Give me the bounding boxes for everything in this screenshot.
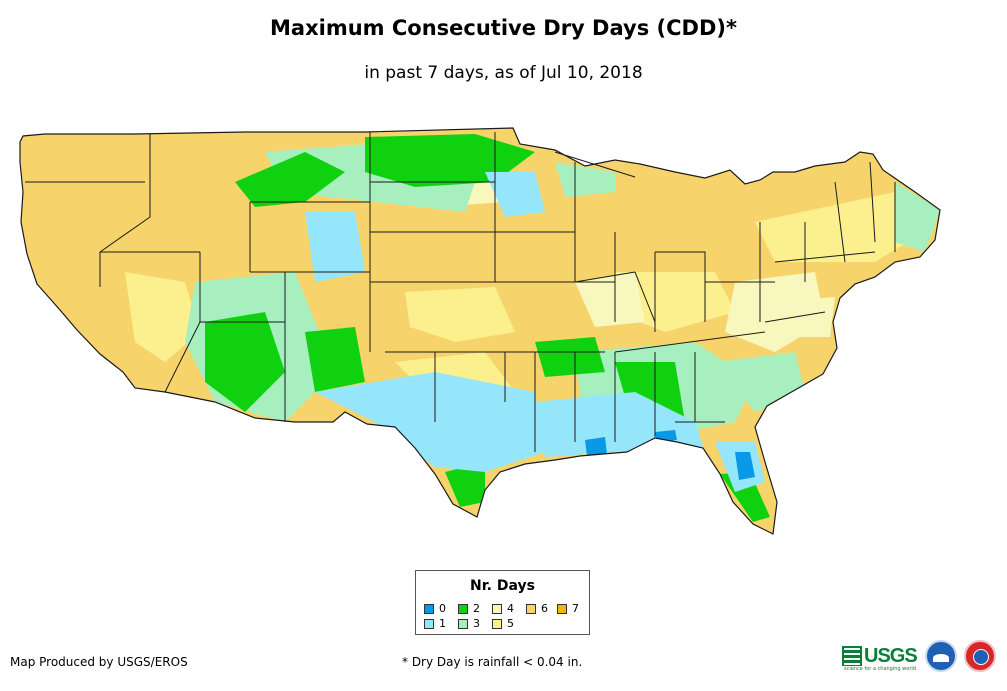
legend-item: 5 [492, 618, 514, 630]
legend-swatch [424, 619, 434, 629]
dry-day-footnote: * Dry Day is rainfall < 0.04 in. [402, 655, 583, 669]
cdd-patch-3-great-lakes [555, 162, 615, 197]
us-outline [19, 127, 941, 535]
map-title: Maximum Consecutive Dry Days (CDD)* [270, 16, 737, 40]
usgs-logo-text: USGS [864, 644, 918, 667]
legend-title: Nr. Days [470, 578, 535, 594]
noaa-logo-icon [925, 640, 957, 672]
cdd-patch-1-colorado [305, 212, 365, 282]
cdd-patch-5-northeast [755, 192, 925, 262]
usgs-logo: USGS [842, 644, 918, 668]
cdd-patch-2-arizona [205, 312, 285, 412]
cdd-patch-2-new-mexico [305, 327, 365, 392]
state-borders-plains [369, 132, 506, 422]
legend-item: 2 [458, 603, 480, 615]
legend-swatch [492, 619, 502, 629]
map-subtitle: in past 7 days, as of Jul 10, 2018 [364, 63, 643, 83]
legend-item: 4 [492, 603, 514, 615]
legend-swatch [458, 604, 468, 614]
cdd-patch-2-mid-south [535, 337, 605, 377]
legend-label: 6 [541, 602, 548, 615]
state-borders-east [705, 161, 896, 323]
legend: Nr. Days 0 1 2 3 4 5 6 7 [415, 570, 590, 635]
cdd-patch-2-montana [235, 152, 345, 207]
cdd-patch-1-texas [315, 372, 545, 472]
legend-label: 7 [572, 602, 579, 615]
legend-item: 3 [458, 618, 480, 630]
cdd-patch-1-minnesota [485, 172, 545, 217]
cdd-patch-4-illinois [575, 272, 645, 327]
legend-swatch [492, 604, 502, 614]
usgs-mark-icon [842, 646, 862, 666]
nws-logo-icon [964, 640, 996, 672]
cdd-patch-5-nevada [125, 272, 200, 362]
cdd-patch-5-kansas [405, 287, 515, 342]
legend-item: 1 [424, 618, 446, 630]
cdd-patch-0-florida [735, 452, 755, 480]
legend-label: 0 [439, 602, 446, 615]
cdd-patch-4-virginia [775, 297, 835, 337]
legend-item: 0 [424, 603, 446, 615]
legend-swatch [526, 604, 536, 614]
usgs-tagline: science for a changing world [844, 666, 916, 672]
legend-label: 4 [507, 602, 514, 615]
state-borders-west [25, 134, 370, 422]
legend-swatch [424, 604, 434, 614]
legend-item: 6 [526, 603, 548, 615]
cdd-patch-3-new-england [895, 182, 940, 252]
cdd-patch-0-louisiana [585, 437, 607, 456]
legend-swatch [557, 604, 567, 614]
us-dry-days-map [19, 127, 941, 535]
state-borders-south [505, 331, 766, 452]
legend-label: 5 [507, 617, 514, 630]
legend-item: 7 [557, 603, 579, 615]
legend-label: 1 [439, 617, 446, 630]
cdd-patch-2-south-texas [445, 462, 485, 507]
legend-swatch [458, 619, 468, 629]
agency-logos: USGS science for a changing world [842, 638, 1002, 676]
legend-label: 2 [473, 602, 480, 615]
legend-label: 3 [473, 617, 480, 630]
map-credit: Map Produced by USGS/EROS [10, 655, 188, 669]
